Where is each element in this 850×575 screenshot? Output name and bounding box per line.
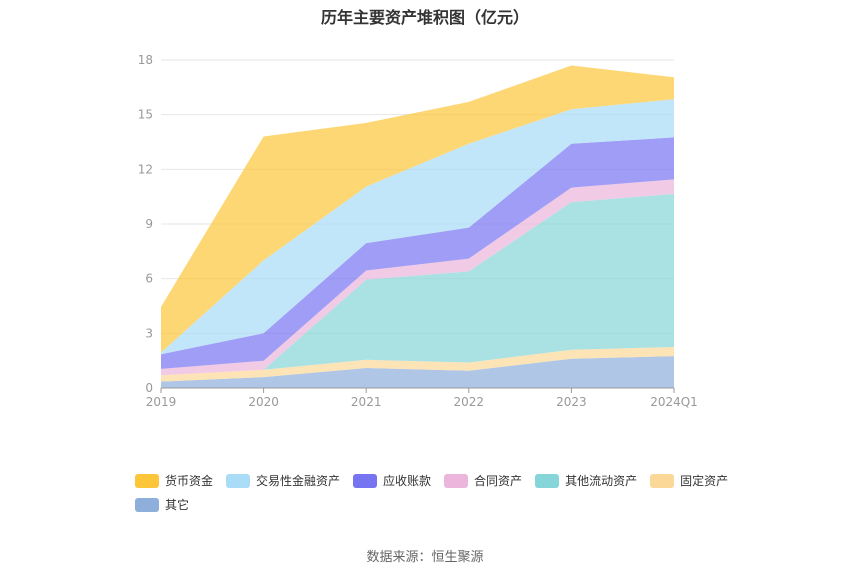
y-tick-label: 9	[145, 217, 153, 231]
x-tick-label: 2020	[248, 395, 279, 409]
legend-item[interactable]: 货币资金	[135, 472, 213, 489]
legend: 货币资金 交易性金融资产 应收账款 合同资产 其他流动资产 固定资产其它	[135, 472, 775, 513]
legend-label: 其他流动资产	[565, 474, 638, 488]
y-tick-label: 3	[145, 326, 153, 340]
area-series-0[interactable]	[161, 356, 674, 388]
y-tick-label: 6	[145, 272, 153, 286]
legend-item[interactable]: 合同资产	[444, 472, 522, 489]
legend-swatch	[226, 473, 251, 488]
y-tick-label: 15	[138, 108, 153, 122]
x-tick-label: 2021	[351, 395, 382, 409]
axes: 0 3 6 9 12 15 18 2019 2020 2021 2022 2023 2024Q1	[138, 53, 698, 409]
legend-item[interactable]: 其他流动资产	[535, 472, 637, 489]
area-series-5[interactable]	[161, 99, 674, 355]
data-source-note: 数据来源：恒生聚源	[366, 550, 484, 565]
legend-item[interactable]: 其它	[135, 496, 189, 513]
y-tick-label: 0	[145, 381, 153, 395]
legend-label: 固定资产	[680, 474, 729, 488]
legend-label: 交易性金融资产	[256, 474, 341, 488]
chart-plot: 0 3 6 9 12 15 18 2019 2020 2021 2022 2023 2024Q1	[138, 53, 698, 409]
legend-label: 货币资金	[165, 474, 214, 488]
y-tick-label: 18	[138, 53, 153, 67]
legend-item[interactable]: 应收账款	[353, 472, 431, 489]
legend-item[interactable]: 交易性金融资产	[226, 472, 340, 489]
x-tick-label: 2022	[454, 395, 485, 409]
legend-swatch	[535, 473, 560, 488]
legend-swatch	[353, 473, 378, 488]
legend-label: 其它	[165, 498, 190, 512]
area-series-group	[161, 65, 674, 388]
legend-swatch	[135, 497, 159, 512]
area-series-6[interactable]	[161, 65, 674, 353]
x-tick-label: 2024Q1	[650, 395, 698, 409]
x-tick-label: 2023	[556, 395, 587, 409]
legend-swatch	[650, 473, 675, 488]
area-series-1[interactable]	[161, 347, 674, 382]
x-tick-label: 2019	[146, 395, 177, 409]
legend-swatch	[444, 473, 469, 488]
legend-swatch	[135, 473, 159, 488]
legend-label: 应收账款	[383, 474, 432, 488]
legend-label: 合同资产	[474, 474, 523, 488]
chart-title: 历年主要资产堆积图（亿元）	[320, 8, 529, 27]
legend-item[interactable]: 固定资产	[650, 472, 728, 489]
area-series-2[interactable]	[161, 193, 674, 376]
area-series-4[interactable]	[161, 137, 674, 369]
y-tick-label: 12	[138, 162, 153, 176]
